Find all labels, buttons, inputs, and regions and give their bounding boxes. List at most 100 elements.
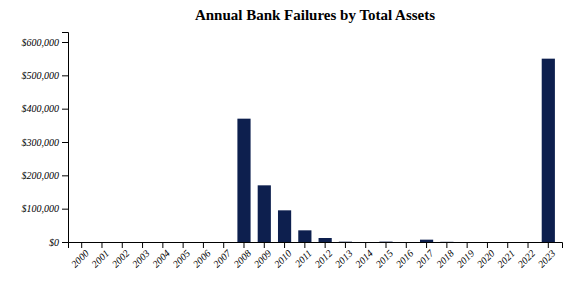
tick: 2023 xyxy=(536,242,558,270)
tick-label: $200,000 xyxy=(22,170,60,181)
bar xyxy=(319,238,332,242)
tick: 2010 xyxy=(272,242,294,270)
tick: 2015 xyxy=(373,242,395,270)
tick-label: 2000 xyxy=(69,248,91,270)
bar xyxy=(197,242,210,243)
tick-mark xyxy=(62,175,68,176)
tick-label: 2023 xyxy=(536,248,558,270)
tick: 2003 xyxy=(130,242,152,270)
tick-label: 2019 xyxy=(454,248,476,270)
tick: 2002 xyxy=(110,242,132,270)
tick: $400,000 xyxy=(22,103,69,114)
bar xyxy=(501,242,514,243)
bar xyxy=(481,242,494,243)
tick-label: 2010 xyxy=(272,248,294,270)
tick-mark xyxy=(406,242,407,248)
tick: 2013 xyxy=(333,242,355,270)
tick: $100,000 xyxy=(22,203,69,214)
bar xyxy=(521,242,534,243)
tick-label: 2021 xyxy=(495,248,517,270)
bar xyxy=(156,242,169,243)
bar xyxy=(177,242,190,243)
tick-mark xyxy=(122,242,123,248)
tick-label: 2001 xyxy=(89,248,111,270)
tick-label: 2002 xyxy=(110,248,132,270)
bar xyxy=(542,59,555,242)
tick-mark xyxy=(467,242,468,248)
tick: 2019 xyxy=(454,242,476,270)
tick: 2017 xyxy=(414,242,437,270)
tick-mark xyxy=(62,75,68,76)
tick: 2020 xyxy=(475,242,497,270)
axis-line xyxy=(69,243,563,249)
tick-mark xyxy=(304,242,305,248)
tick-mark xyxy=(264,242,265,248)
tick-label: 2016 xyxy=(394,248,416,270)
bar xyxy=(75,242,88,243)
tick: 2009 xyxy=(252,242,274,270)
tick-mark xyxy=(62,42,68,43)
tick: $0 xyxy=(49,237,68,248)
bar xyxy=(258,185,271,242)
tick-label: 2006 xyxy=(191,248,213,270)
tick: $600,000 xyxy=(22,37,69,48)
tick: 2018 xyxy=(434,242,456,270)
tick: 2000 xyxy=(69,242,91,270)
tick: $200,000 xyxy=(22,170,69,181)
bar xyxy=(116,242,129,243)
tick-label: $100,000 xyxy=(22,203,60,214)
tick-mark xyxy=(325,242,326,248)
tick-mark xyxy=(528,242,529,248)
y-axis: $0 $100,000 $200,000 $300,000 $400,000 $500,0… xyxy=(22,33,69,248)
tick-label: $600,000 xyxy=(22,37,60,48)
tick: 2001 xyxy=(89,242,111,270)
tick-mark xyxy=(223,242,224,248)
tick-label: 2008 xyxy=(231,248,253,270)
tick-mark xyxy=(243,242,244,248)
tick-label: 2007 xyxy=(211,247,234,270)
tick-mark xyxy=(507,242,508,248)
tick-mark xyxy=(62,209,68,210)
tick-label: 2017 xyxy=(414,247,437,270)
tick-label: 2014 xyxy=(353,248,375,270)
bar xyxy=(339,241,352,242)
tick: 2008 xyxy=(231,242,253,270)
tick-label: 2011 xyxy=(293,248,314,269)
tick-label: 2018 xyxy=(434,248,456,270)
tick-mark xyxy=(62,109,68,110)
tick-label: 2020 xyxy=(475,248,497,270)
bar xyxy=(217,242,230,243)
tick-label: 2013 xyxy=(333,248,355,270)
tick-mark xyxy=(203,242,204,248)
tick: 2014 xyxy=(353,242,375,270)
tick-mark xyxy=(162,242,163,248)
tick-mark xyxy=(62,242,68,243)
tick-mark xyxy=(548,242,549,248)
bar xyxy=(95,242,108,243)
tick: 2011 xyxy=(293,242,314,269)
tick: 2005 xyxy=(170,242,192,270)
bar xyxy=(440,241,453,242)
bar xyxy=(278,210,291,242)
tick: 2022 xyxy=(515,242,537,270)
bar xyxy=(379,241,392,242)
plot: 2000200120022003200420052006200720082009… xyxy=(22,33,563,270)
tick-label: $300,000 xyxy=(22,137,60,148)
tick-mark xyxy=(101,242,102,248)
x-axis: 2000200120022003200420052006200720082009… xyxy=(69,242,563,270)
bars xyxy=(237,59,554,242)
tick-mark xyxy=(284,242,285,248)
tick: 2016 xyxy=(394,242,416,270)
tick: $300,000 xyxy=(22,137,69,148)
tick-label: 2015 xyxy=(373,248,395,270)
tick-label: 2004 xyxy=(150,248,172,270)
tick-label: $0 xyxy=(49,237,59,248)
tick: 2007 xyxy=(211,242,234,270)
axis-line xyxy=(62,33,69,243)
tick-mark xyxy=(345,242,346,248)
bar xyxy=(359,242,372,243)
bar xyxy=(420,240,433,242)
tick-mark xyxy=(183,242,184,248)
tick: $500,000 xyxy=(22,70,69,81)
tick-mark xyxy=(426,242,427,248)
